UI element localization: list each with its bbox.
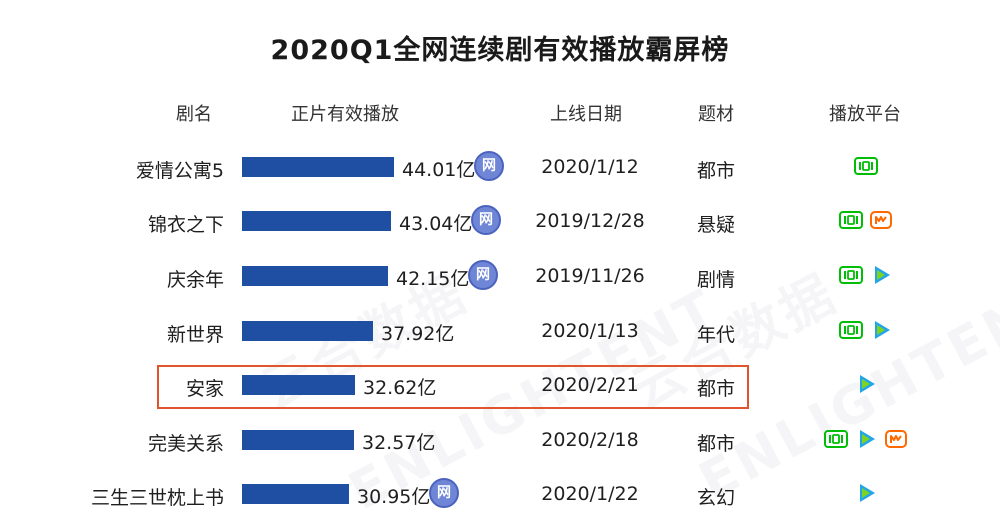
bar: [242, 430, 354, 450]
data-label: 42.15亿: [396, 268, 470, 290]
platform-icon-group: [839, 208, 893, 232]
table-row: 新世界 37.92亿 2020/1/13 年代: [0, 312, 1000, 352]
drama-name: 三生三世枕上书: [90, 487, 224, 509]
iqiyi-icon: [839, 211, 863, 229]
bar: [242, 375, 355, 395]
drama-name: 爱情公寓5: [135, 160, 224, 182]
platform-icon-group: [839, 318, 893, 342]
data-label: 44.01亿: [402, 159, 476, 181]
table-row: 庆余年 42.15亿网 2019/11/26 剧情: [0, 257, 1000, 297]
header-platform: 播放平台: [829, 104, 901, 125]
data-label: 32.62亿: [363, 377, 437, 399]
header-date: 上线日期: [550, 104, 622, 125]
iqiyi-icon: [839, 266, 863, 284]
tencent-video-icon: [875, 266, 890, 284]
network-drama-badge: 网: [429, 478, 459, 508]
genre: 都市: [697, 433, 736, 455]
bar: [242, 211, 391, 231]
release-date-text: 2020/2/21: [541, 374, 639, 396]
network-drama-badge: 网: [471, 205, 501, 235]
iqiyi-icon: [824, 430, 848, 448]
genre: 剧情: [697, 269, 736, 291]
drama-name: 完美关系: [147, 433, 224, 455]
table-row: 安家 32.62亿 2020/2/21 都市: [0, 366, 1000, 406]
bar: [242, 321, 373, 341]
bar: [242, 484, 349, 504]
genre: 玄幻: [697, 487, 736, 509]
tencent-video-icon: [875, 321, 890, 339]
header-name: 剧名: [176, 104, 212, 125]
genre: 年代: [697, 324, 736, 346]
release-date-text: 2020/1/13: [541, 320, 639, 342]
tencent-video-icon: [860, 375, 875, 393]
release-date-text: 2020/1/22: [541, 483, 639, 505]
data-label: 43.04亿: [399, 213, 473, 235]
table-row: 三生三世枕上书 30.95亿网 2020/1/22 玄幻: [0, 475, 1000, 515]
data-label: 32.57亿: [362, 432, 436, 454]
chart-title: 2020Q1全网连续剧有效播放霸屏榜: [270, 35, 730, 66]
data-label: 37.92亿: [381, 323, 455, 345]
table-row: 爱情公寓5 44.01亿网 2020/1/12 都市: [0, 148, 1000, 188]
drama-name: 安家: [185, 378, 224, 400]
platform-icon-group: [854, 481, 878, 505]
release-date-text: 2019/11/26: [535, 265, 645, 287]
data-label: 30.95亿: [357, 486, 431, 508]
mango-tv-icon: [870, 211, 892, 229]
network-drama-badge: 网: [474, 151, 504, 181]
release-date-text: 2020/2/18: [541, 429, 639, 451]
platform-icon-group: [854, 372, 878, 396]
release-date-text: 2019/12/28: [535, 210, 645, 232]
mango-tv-icon: [885, 430, 907, 448]
genre: 都市: [697, 378, 736, 400]
network-drama-badge: 网: [468, 260, 498, 290]
tencent-video-icon: [860, 484, 875, 502]
drama-name: 新世界: [166, 324, 224, 346]
highlight-box: [157, 365, 749, 409]
table-row: 完美关系 32.57亿 2020/2/18 都市: [0, 421, 1000, 461]
platform-icon-group: [824, 427, 908, 451]
genre: 悬疑: [697, 214, 736, 236]
platform-icon-group: [854, 154, 878, 178]
drama-name: 庆余年: [166, 269, 224, 291]
release-date-text: 2020/1/12: [541, 156, 639, 178]
bar: [242, 266, 388, 286]
platform-icon-group: [839, 263, 893, 287]
iqiyi-icon: [854, 157, 878, 175]
drama-name: 锦衣之下: [147, 214, 224, 236]
table-row: 锦衣之下 43.04亿网 2019/12/28 悬疑: [0, 202, 1000, 242]
bar: [242, 157, 394, 177]
tencent-video-icon: [860, 430, 875, 448]
header-plays: 正片有效播放: [291, 104, 399, 125]
genre: 都市: [697, 160, 736, 182]
header-genre: 题材: [698, 104, 734, 125]
iqiyi-icon: [839, 321, 863, 339]
